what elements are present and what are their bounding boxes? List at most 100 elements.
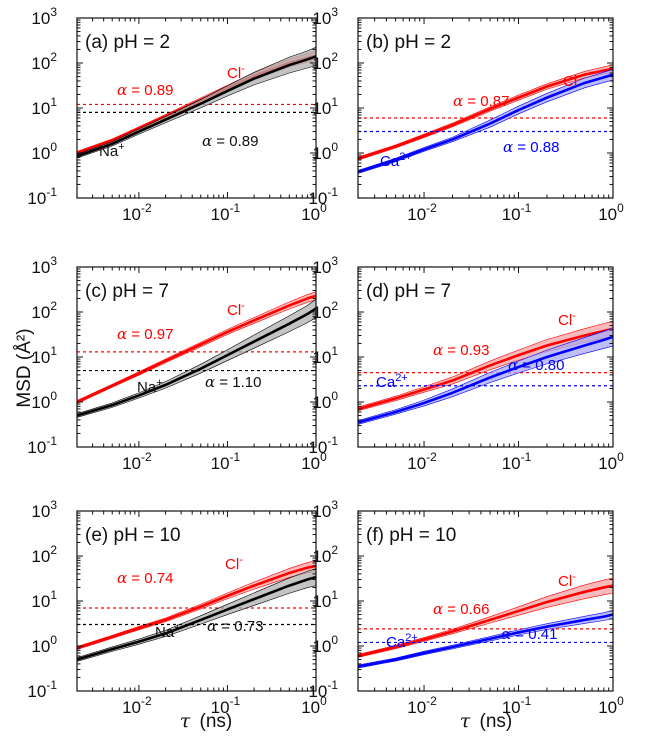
- x-tick-label: 10-1: [502, 201, 532, 224]
- y-tick-label: 102: [31, 543, 57, 566]
- ion-label-d-0: Cl-: [558, 310, 576, 329]
- y-tick-label: 10-1: [27, 678, 57, 701]
- panel-title-b: (b) pH = 2: [366, 32, 451, 53]
- panel-title-c: (c) pH = 7: [85, 281, 169, 302]
- plot-area-a: [77, 46, 316, 159]
- panel-title-e: (e) pH = 10: [85, 525, 181, 546]
- y-tick-label: 102: [31, 299, 57, 322]
- series-line-f-0: [358, 584, 613, 658]
- panel-b: 10-2 10-1 100 10-1 100 101 102 103 (b) pH = 2 Cl-…: [308, 5, 624, 224]
- x-axis-unit: (ns): [200, 711, 233, 732]
- y-tick-label: 101: [31, 588, 57, 611]
- ion-label-a-1: Na+: [99, 141, 125, 160]
- panel-title-f: (f) pH = 10: [366, 525, 456, 546]
- y-tick-label: 100: [312, 140, 338, 163]
- band-c-1: [77, 298, 316, 418]
- y-tick-label: 103: [31, 498, 57, 521]
- panel-a: 10-2 10-1 100 10-1 100 101 102 103 (a) pH = 2 Cl-…: [27, 5, 327, 224]
- band-b-1: [358, 68, 613, 174]
- y-tick-label: 100: [31, 389, 57, 412]
- band-e-0: [77, 560, 316, 650]
- x-tick-label: 10-2: [407, 694, 437, 717]
- x-tick-label: 100: [598, 450, 624, 473]
- y-tick-label: 10-1: [27, 434, 57, 457]
- y-tick-label: 102: [31, 50, 57, 73]
- alpha-label-e-1: α = 0.73: [207, 617, 263, 635]
- panel-f: 10-2 10-1 100 10-1 100 101 102 103 (f) pH = 10 Cl…: [308, 498, 624, 717]
- y-tick-label: 10-1: [27, 185, 57, 208]
- band-e-1: [77, 568, 316, 662]
- y-tick-label: 100: [31, 140, 57, 163]
- x-axis-unit: (ns): [480, 711, 513, 732]
- alpha-label-b-1: α = 0.88: [503, 138, 559, 156]
- series-line-e-0: [77, 564, 316, 650]
- alpha-label-f-1: α = 0.41: [501, 625, 557, 643]
- panel-title-d: (d) pH = 7: [366, 281, 451, 302]
- plot-area-e: [77, 560, 316, 662]
- y-tick-label: 100: [312, 389, 338, 412]
- y-tick-label: 10-1: [308, 185, 338, 208]
- plot-area-d: [358, 320, 613, 425]
- series-line-c-1: [77, 307, 316, 417]
- ion-label-f-0: Cl-: [558, 571, 576, 590]
- x-tick-label: 10-1: [211, 201, 241, 224]
- x-tick-label: 10-2: [122, 450, 152, 473]
- y-tick-label: 103: [31, 5, 57, 28]
- y-tick-label: 101: [31, 95, 57, 118]
- series-line-c-0: [77, 294, 316, 404]
- series-line-d-1: [358, 335, 613, 424]
- y-tick-label: 102: [312, 299, 338, 322]
- alpha-label-b-0: α = 0.87: [453, 92, 509, 110]
- x-tick-label: 10-1: [502, 450, 532, 473]
- y-tick-label: 101: [312, 588, 338, 611]
- band-f-0: [358, 577, 613, 658]
- x-axis-symbol: τ: [180, 710, 191, 732]
- series-line-f-1: [358, 613, 613, 668]
- alpha-label-a-0: α = 0.89: [117, 81, 173, 99]
- ion-label-c-0: Cl-: [227, 300, 245, 319]
- panel-title-a: (a) pH = 2: [85, 32, 170, 53]
- y-tick-label: 103: [31, 254, 57, 277]
- y-tick-label: 101: [31, 344, 57, 367]
- plot-area-c: [77, 291, 316, 418]
- series-line-e-1: [77, 575, 316, 661]
- ion-label-e-1: Na+: [155, 622, 181, 641]
- ion-label-f-1: Ca2+: [386, 632, 418, 651]
- y-tick-label: 101: [312, 95, 338, 118]
- panel-e: 10-2 10-1 100 10-1 100 101 102 103 (e) pH = 10 Cl…: [27, 498, 327, 717]
- series-line-a-1: [77, 55, 316, 158]
- y-tick-label: 101: [312, 344, 338, 367]
- x-tick-label: 100: [301, 450, 327, 473]
- x-tick-label: 100: [598, 201, 624, 224]
- band-a-1: [77, 46, 316, 159]
- y-tick-label: 103: [312, 498, 338, 521]
- y-tick-label: 10-1: [308, 678, 338, 701]
- series-line-b-1: [358, 73, 613, 174]
- alpha-label-c-1: α = 1.10: [205, 373, 261, 391]
- y-tick-label: 102: [312, 543, 338, 566]
- y-tick-label: 103: [312, 5, 338, 28]
- alpha-label-c-0: α = 0.97: [117, 325, 173, 343]
- y-axis-label: MSD (Å²): [14, 328, 35, 407]
- x-axis-label-left: τ (ns): [180, 710, 233, 732]
- ion-label-a-0: Cl-: [227, 63, 245, 82]
- alpha-label-a-1: α = 0.89: [202, 132, 258, 150]
- ion-label-b-0: Cl-: [563, 71, 581, 90]
- x-axis-label-right: τ (ns): [460, 710, 513, 732]
- series-line-d-0: [358, 327, 613, 411]
- alpha-label-d-0: α = 0.93: [433, 341, 489, 359]
- ion-label-c-1: Na+: [137, 377, 163, 396]
- x-tick-label: 100: [301, 201, 327, 224]
- x-tick-label: 10-1: [211, 694, 241, 717]
- x-tick-label: 10-2: [122, 694, 152, 717]
- x-tick-label: 10-1: [211, 450, 241, 473]
- plot-area-b: [358, 64, 613, 174]
- series-line-b-0: [358, 67, 613, 160]
- y-tick-label: 103: [312, 254, 338, 277]
- x-tick-label: 10-2: [122, 201, 152, 224]
- alpha-label-d-1: α = 0.80: [508, 356, 564, 374]
- alpha-label-f-0: α = 0.66: [433, 600, 489, 618]
- x-tick-label: 100: [301, 694, 327, 717]
- y-tick-label: 10-1: [308, 434, 338, 457]
